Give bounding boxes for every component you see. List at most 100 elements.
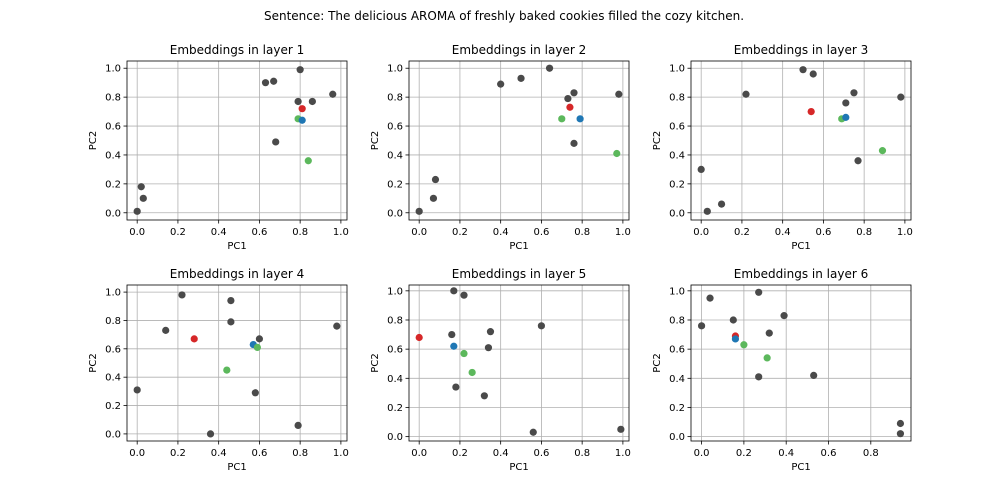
y-tick-label: 0.6 <box>669 122 685 133</box>
point-blue <box>450 342 458 350</box>
point-green <box>740 341 748 349</box>
subplot-title: Embeddings in layer 1 <box>170 43 304 57</box>
x-tick-label: 0.2 <box>452 448 468 459</box>
x-tick-label: 0.2 <box>452 227 468 238</box>
x-tick-label: 1.0 <box>897 227 913 238</box>
point-other <box>570 89 578 97</box>
x-tick-label: 1.0 <box>615 448 631 459</box>
x-tick-label: 0.0 <box>411 227 427 238</box>
point-other <box>452 383 460 391</box>
y-tick-label: 0.0 <box>105 208 121 219</box>
point-other <box>415 207 423 215</box>
x-axis-label: PC1 <box>227 241 246 252</box>
point-other <box>615 90 623 98</box>
figure-suptitle: Sentence: The delicious AROMA of freshly… <box>264 9 744 23</box>
x-tick-label: 0.8 <box>863 448 879 459</box>
y-tick-label: 0.2 <box>105 401 121 412</box>
subplot-title: Embeddings in layer 6 <box>734 267 868 281</box>
point-other <box>272 138 280 146</box>
point-other <box>162 326 170 334</box>
point-other <box>308 97 316 106</box>
point-other <box>206 430 215 438</box>
x-tick-label: 0.8 <box>574 448 590 459</box>
point-other <box>137 183 145 191</box>
point-other <box>545 64 554 72</box>
y-tick-label: 0.0 <box>387 432 403 443</box>
y-tick-label: 0.2 <box>387 403 403 414</box>
x-tick-label: 0.4 <box>778 448 794 459</box>
y-tick-label: 0.8 <box>105 316 121 327</box>
y-tick-label: 0.4 <box>669 150 685 161</box>
x-axis-label: PC1 <box>227 462 246 473</box>
x-tick-label: 0.8 <box>292 227 308 238</box>
x-tick-label: 0.2 <box>734 227 750 238</box>
subplot-title: Embeddings in layer 3 <box>734 43 868 57</box>
point-green <box>223 366 231 374</box>
point-red <box>566 103 574 111</box>
x-axis-label: PC1 <box>791 462 810 473</box>
point-red <box>415 333 423 342</box>
x-tick-label: 1.0 <box>333 227 349 238</box>
point-green <box>878 147 887 155</box>
point-other <box>333 322 341 330</box>
y-tick-label: 0.2 <box>669 403 685 414</box>
subplot-title: Embeddings in layer 2 <box>452 43 586 57</box>
y-tick-label: 0.2 <box>105 179 121 190</box>
point-other <box>717 200 726 208</box>
point-other <box>486 328 495 336</box>
point-red <box>298 105 306 113</box>
point-other <box>294 97 302 106</box>
point-other <box>497 80 505 88</box>
point-other <box>294 421 302 429</box>
point-other <box>227 297 235 305</box>
y-axis-label: PC2 <box>370 353 381 372</box>
point-other <box>431 175 440 184</box>
point-blue <box>298 116 306 124</box>
point-other <box>703 207 711 215</box>
x-axis-label: PC1 <box>509 462 528 473</box>
x-tick-label: 0.8 <box>856 227 872 238</box>
point-other <box>729 316 737 324</box>
point-blue <box>842 113 850 121</box>
x-tick-label: 0.4 <box>493 448 509 459</box>
x-tick-label: 0.6 <box>815 227 831 238</box>
y-axis-label: PC2 <box>88 131 99 150</box>
y-tick-label: 1.0 <box>387 64 403 75</box>
y-tick-label: 1.0 <box>387 286 403 297</box>
point-other <box>842 99 850 107</box>
x-tick-label: 0.8 <box>574 227 590 238</box>
point-other <box>896 419 905 428</box>
subplot-6: 0.0 0.2 0.4 0.6 0.8 0.0 0.2 0.4 0.6 0.8 1.0 Embeddi… <box>652 267 912 473</box>
point-other <box>850 89 858 97</box>
y-tick-label: 0.4 <box>387 374 403 385</box>
subplot-3: 0.0 0.2 0.4 0.6 0.8 1.0 0.0 0.2 0.4 0.6 0.8 1.0 Embe… <box>652 43 913 252</box>
y-tick-label: 1.0 <box>669 64 685 75</box>
point-other <box>897 93 905 101</box>
y-tick-label: 0.4 <box>387 150 403 161</box>
y-tick-label: 0.6 <box>105 122 121 133</box>
point-other <box>484 344 493 352</box>
y-axis-label: PC2 <box>370 131 381 150</box>
y-tick-label: 0.8 <box>669 315 685 326</box>
point-blue <box>576 115 584 123</box>
point-other <box>139 194 147 202</box>
point-other <box>227 318 235 326</box>
y-tick-label: 0.8 <box>387 93 403 104</box>
axes-frame <box>408 284 630 442</box>
y-tick-label: 0.0 <box>669 208 685 219</box>
y-tick-label: 0.8 <box>387 315 403 326</box>
point-red <box>190 335 198 343</box>
y-axis-label: PC2 <box>652 353 663 372</box>
point-other <box>697 322 706 330</box>
point-red <box>807 107 815 116</box>
x-tick-label: 0.0 <box>693 227 709 238</box>
y-tick-label: 0.6 <box>669 345 685 356</box>
y-tick-label: 0.6 <box>387 345 403 356</box>
point-green <box>763 354 771 362</box>
x-tick-label: 0.6 <box>251 448 267 459</box>
point-other <box>261 79 270 87</box>
subplot-title: Embeddings in layer 4 <box>170 267 304 281</box>
point-green <box>613 149 621 158</box>
x-tick-label: 0.4 <box>211 448 227 459</box>
